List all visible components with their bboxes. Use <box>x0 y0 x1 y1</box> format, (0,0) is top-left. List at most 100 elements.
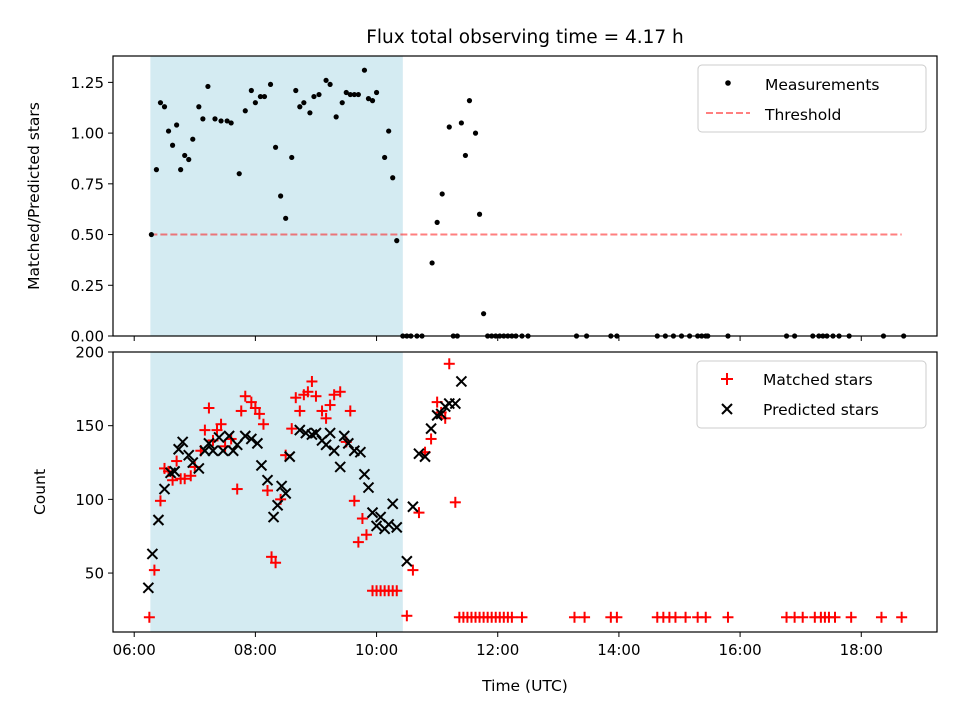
bottom-plot-frame <box>112 351 938 633</box>
top-x-axis-ticks <box>133 336 862 341</box>
measurement-point <box>390 175 396 181</box>
measurement-point <box>257 93 264 100</box>
measurement-point <box>272 144 279 150</box>
x-tick-label: 18:00 <box>840 641 883 659</box>
matched-star-point <box>324 399 336 411</box>
x-tick-label: 14:00 <box>597 641 640 659</box>
measurement-point <box>186 156 192 163</box>
predicted-star-point <box>284 450 296 463</box>
bottom-y-tick-label: 150 <box>75 417 104 435</box>
measurement-point <box>458 120 464 126</box>
predicted-star-point <box>419 450 431 463</box>
matched-star-point <box>148 564 160 576</box>
chart-title: Flux total observing time = 4.17 h <box>366 27 684 48</box>
matched-star-point <box>215 418 227 430</box>
x-tick-label: 12:00 <box>476 641 519 659</box>
matched-star-point <box>245 396 257 408</box>
measurement-point <box>476 211 483 217</box>
matched-star-point <box>391 585 403 597</box>
measurement-point <box>361 67 368 73</box>
legend-matched-marker <box>721 373 733 385</box>
measurement-point <box>200 116 206 122</box>
measurement-point <box>343 89 349 96</box>
measurement-point <box>261 93 268 100</box>
matched-star-point <box>829 611 841 623</box>
x-axis-label: Time (UTC) <box>481 677 568 695</box>
bottom-y-tick-label: 50 <box>85 565 104 583</box>
predicted-star-point <box>362 481 375 494</box>
matched-star-point <box>334 386 346 398</box>
top-y-tick-label: 1.00 <box>71 125 104 143</box>
x-tick-label: 10:00 <box>355 641 398 659</box>
matched-star-point <box>235 405 247 417</box>
measurement-point <box>480 311 487 317</box>
matched-star-point <box>568 611 580 623</box>
measurement-point <box>339 100 345 106</box>
matched-star-point <box>425 433 437 445</box>
matched-star-point <box>179 473 191 485</box>
measurement-point <box>297 104 303 110</box>
measurement-point <box>224 118 230 124</box>
predicted-star-point <box>176 436 189 448</box>
predicted-star-point <box>152 514 165 526</box>
x-tick-label: 08:00 <box>234 641 277 659</box>
bottom-x-axis-ticks: 06:00 08:00 10:00 12:00 14:00 16:00 18:00 <box>113 632 883 659</box>
predicted-star-point <box>239 430 251 442</box>
bottom-legend: Matched stars Predicted stars <box>696 360 927 429</box>
predicted-star-point <box>413 447 425 460</box>
matched-star-point <box>797 611 809 623</box>
predicted-star-point <box>213 431 225 444</box>
matched-star-point <box>286 423 298 435</box>
predicted-star-point <box>275 480 288 492</box>
measurement-point <box>252 100 258 106</box>
top-y-tick-label: 0.00 <box>71 328 104 346</box>
predicted-star-point <box>251 437 264 450</box>
bottom-y-tick-label: 200 <box>75 344 104 362</box>
measurement-point <box>365 96 372 102</box>
matched-star-point <box>506 611 518 623</box>
predicted-star-point <box>261 474 274 486</box>
measurement-point <box>466 98 473 104</box>
bottom-y-tick-label: 100 <box>75 491 104 509</box>
matched-star-point <box>294 405 306 417</box>
matched-star-point <box>199 424 211 436</box>
matched-star-point <box>407 564 419 576</box>
top-y-axis-ticks: 0.00 0.25 0.50 0.75 1.00 1.25 <box>71 74 113 346</box>
predicted-star-point <box>279 487 292 500</box>
matched-star-point <box>700 611 712 623</box>
measurement-point <box>316 91 322 98</box>
measurement-point <box>242 108 248 114</box>
measurement-point <box>157 100 164 106</box>
measurement-point <box>205 83 211 90</box>
measurement-point <box>178 167 184 173</box>
predicted-star-point <box>207 445 219 457</box>
matched-star-point <box>449 496 461 508</box>
matched-star-point <box>360 529 372 541</box>
measurement-point <box>169 142 176 148</box>
measurement-point <box>165 128 172 134</box>
measurement-point <box>355 91 361 98</box>
predicted-star-point <box>158 483 171 495</box>
measurement-point <box>174 122 180 128</box>
matched-star-point <box>413 507 425 519</box>
matched-star-point <box>845 611 857 623</box>
predicted-star-point <box>245 433 258 445</box>
matched-star-point <box>239 390 251 402</box>
predicted-star-point <box>183 449 195 461</box>
matched-star-point <box>875 611 887 623</box>
predicted-star-point <box>231 439 243 451</box>
matched-star-point <box>143 611 155 623</box>
measurement-point <box>307 110 313 116</box>
measurement-point <box>289 154 295 161</box>
matched-star-point <box>320 412 332 424</box>
matched-star-point <box>722 611 734 623</box>
measurement-point <box>311 93 317 100</box>
predicted-star-point <box>334 461 346 473</box>
predicted-star-point <box>172 443 185 455</box>
predicted-star-point <box>267 511 280 523</box>
predicted-star-point <box>271 499 284 511</box>
matched-star-point <box>352 536 364 548</box>
matched-star-point <box>185 470 197 482</box>
measurement-point <box>248 87 254 94</box>
matched-star-points <box>143 358 908 623</box>
